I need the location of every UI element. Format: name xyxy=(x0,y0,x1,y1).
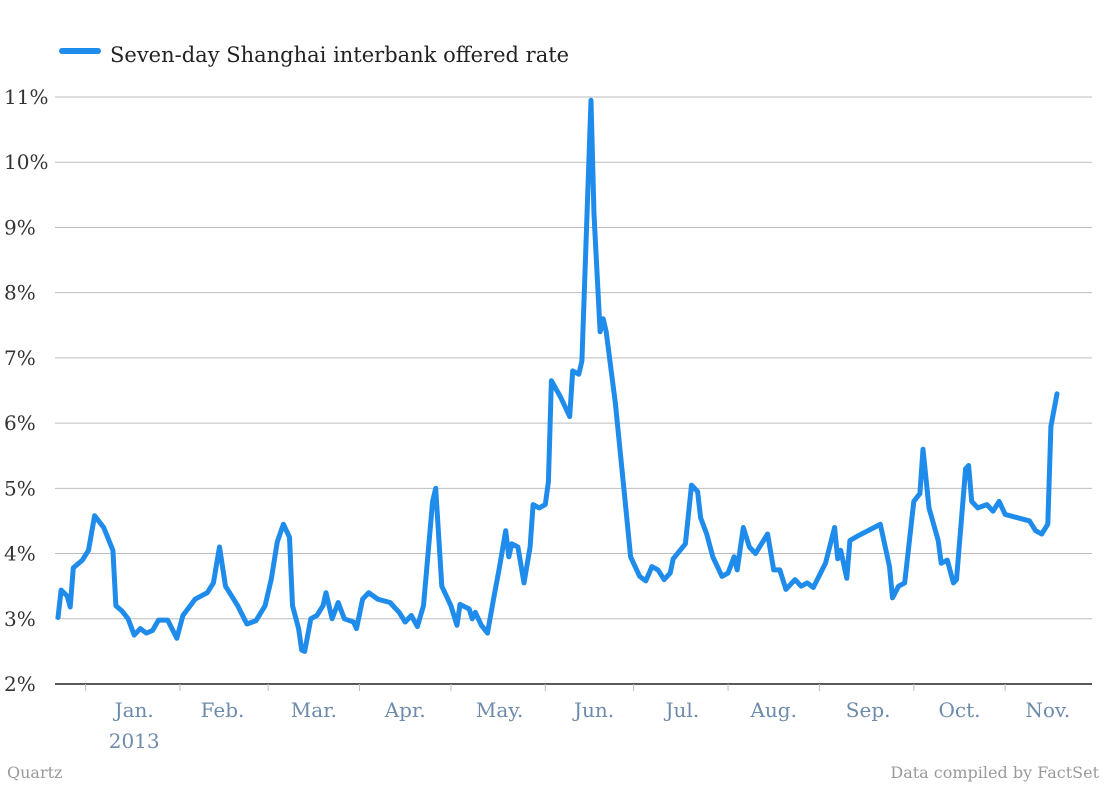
x-tick-label: Jan. xyxy=(113,698,154,722)
legend: Seven-day Shanghai interbank offered rat… xyxy=(59,43,569,67)
x-tick-label: Mar. xyxy=(291,698,337,722)
footer-source-left: Quartz xyxy=(7,763,62,782)
x-tick-label: Feb. xyxy=(201,698,245,722)
series-line xyxy=(55,97,1060,654)
y-tick-label: 7% xyxy=(4,346,36,370)
gridlines xyxy=(55,96,1092,685)
y-tick-label: 8% xyxy=(4,281,36,305)
legend-label: Seven-day Shanghai interbank offered rat… xyxy=(110,43,569,67)
x-axis: Jan. Feb. Mar. Apr. May. Jun. Jul. Aug. Sep. Oct.… xyxy=(84,684,1070,753)
x-tick-label: Apr. xyxy=(384,698,426,722)
y-tick-label: 2% xyxy=(4,672,36,696)
x-tick-label: Oct. xyxy=(939,698,981,722)
x-year-label: 2013 xyxy=(109,729,160,753)
y-tick-label: 9% xyxy=(4,215,36,239)
footer-source-right: Data compiled by FactSet xyxy=(890,763,1099,782)
y-tick-label: 10% xyxy=(4,150,48,174)
x-tick-label: Nov. xyxy=(1025,698,1070,722)
y-tick-label: 5% xyxy=(4,476,36,500)
x-tick-label: Sep. xyxy=(846,698,891,722)
x-tick-label: Jun. xyxy=(572,698,614,722)
y-tick-label: 11% xyxy=(4,85,48,109)
y-axis-tick-labels: 2% 3% 4% 5% 6% 7% 8% 9% 10% 11% xyxy=(4,85,48,696)
y-tick-label: 6% xyxy=(4,411,36,435)
y-tick-label: 4% xyxy=(4,542,36,566)
x-tick-label: May. xyxy=(476,698,523,722)
x-tick-label: Aug. xyxy=(749,698,796,722)
series-layer xyxy=(55,97,1060,654)
y-tick-label: 3% xyxy=(4,607,36,631)
x-tick-label: Jul. xyxy=(664,698,700,722)
